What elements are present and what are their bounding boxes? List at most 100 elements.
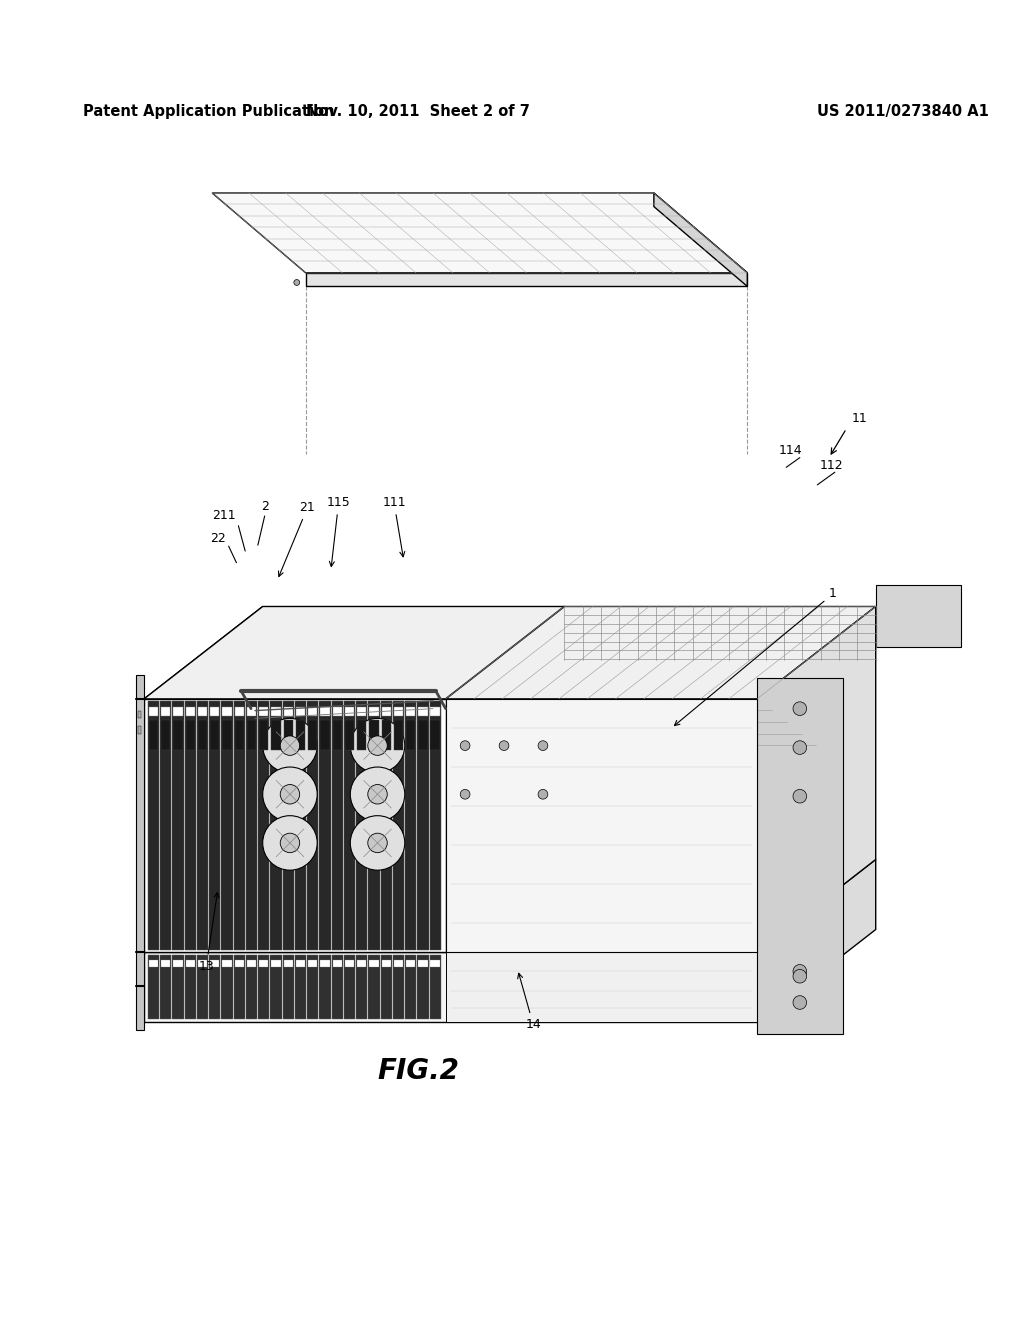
Polygon shape [172,954,183,1019]
Bar [370,706,379,717]
Bar [161,960,170,968]
Text: 1: 1 [675,587,837,726]
Bar [418,960,428,968]
Polygon shape [246,701,257,950]
Circle shape [281,784,300,804]
Bar [198,706,207,717]
Polygon shape [406,954,417,1019]
Bar [148,960,158,968]
Polygon shape [147,701,159,950]
Bar [296,960,305,968]
Circle shape [793,702,807,715]
Text: 13: 13 [199,892,219,973]
Bar [418,721,428,750]
Bar [321,960,330,968]
Text: 114: 114 [778,445,802,457]
Polygon shape [757,677,843,1034]
Polygon shape [197,954,208,1019]
Bar [271,960,281,968]
Bar [308,960,317,968]
Polygon shape [393,701,404,950]
Bar [185,960,195,968]
Text: 21: 21 [279,502,315,577]
Text: FIG.2: FIG.2 [378,1056,460,1085]
Circle shape [294,280,300,285]
Polygon shape [417,954,428,1019]
Circle shape [460,741,470,751]
Bar [198,960,207,968]
Bar [138,726,141,734]
Polygon shape [445,952,757,1022]
Polygon shape [429,701,440,950]
Bar [234,706,244,717]
Bar [234,960,244,968]
Circle shape [350,767,404,821]
Bar [382,960,391,968]
Polygon shape [160,701,171,950]
Bar [234,721,244,750]
Bar [173,960,182,968]
Bar [357,960,367,968]
Bar [406,721,416,750]
Bar [308,706,317,717]
Bar [173,721,182,750]
Polygon shape [307,701,318,950]
Bar [296,706,305,717]
Polygon shape [136,675,144,1030]
Circle shape [793,995,807,1010]
Bar [284,960,293,968]
Bar [321,706,330,717]
Polygon shape [209,954,220,1019]
Bar [247,706,256,717]
Polygon shape [369,954,380,1019]
Polygon shape [406,701,417,950]
Text: Patent Application Publication: Patent Application Publication [83,104,334,119]
Bar [185,706,195,717]
Polygon shape [344,701,355,950]
Polygon shape [258,701,269,950]
Circle shape [368,833,387,853]
Bar [394,960,403,968]
Polygon shape [221,954,232,1019]
Bar [148,721,158,750]
Circle shape [793,969,807,983]
Bar [394,706,403,717]
Polygon shape [332,701,343,950]
Circle shape [793,789,807,803]
Polygon shape [144,606,263,952]
Polygon shape [295,701,306,950]
Bar [271,721,281,750]
Polygon shape [344,954,355,1019]
Text: US 2011/0273840 A1: US 2011/0273840 A1 [817,104,989,119]
Bar [406,960,416,968]
Polygon shape [197,701,208,950]
Bar [210,706,219,717]
Circle shape [281,735,300,755]
Text: 2: 2 [261,500,268,512]
Bar [418,706,428,717]
Polygon shape [144,698,757,952]
Bar [406,706,416,717]
Bar [284,721,293,750]
Bar [357,706,367,717]
Polygon shape [319,701,331,950]
Polygon shape [144,606,876,698]
Polygon shape [147,954,159,1019]
Polygon shape [876,585,962,647]
Bar [333,721,342,750]
Polygon shape [295,954,306,1019]
Bar [259,721,268,750]
Circle shape [263,767,317,821]
Polygon shape [144,952,757,1022]
Bar [296,721,305,750]
Text: Nov. 10, 2011  Sheet 2 of 7: Nov. 10, 2011 Sheet 2 of 7 [306,104,530,119]
Polygon shape [393,954,404,1019]
Bar [210,960,219,968]
Bar [259,706,268,717]
Bar [357,721,367,750]
Bar [259,960,268,968]
Polygon shape [184,954,196,1019]
Bar [321,721,330,750]
Bar [148,706,158,717]
Bar [222,960,231,968]
